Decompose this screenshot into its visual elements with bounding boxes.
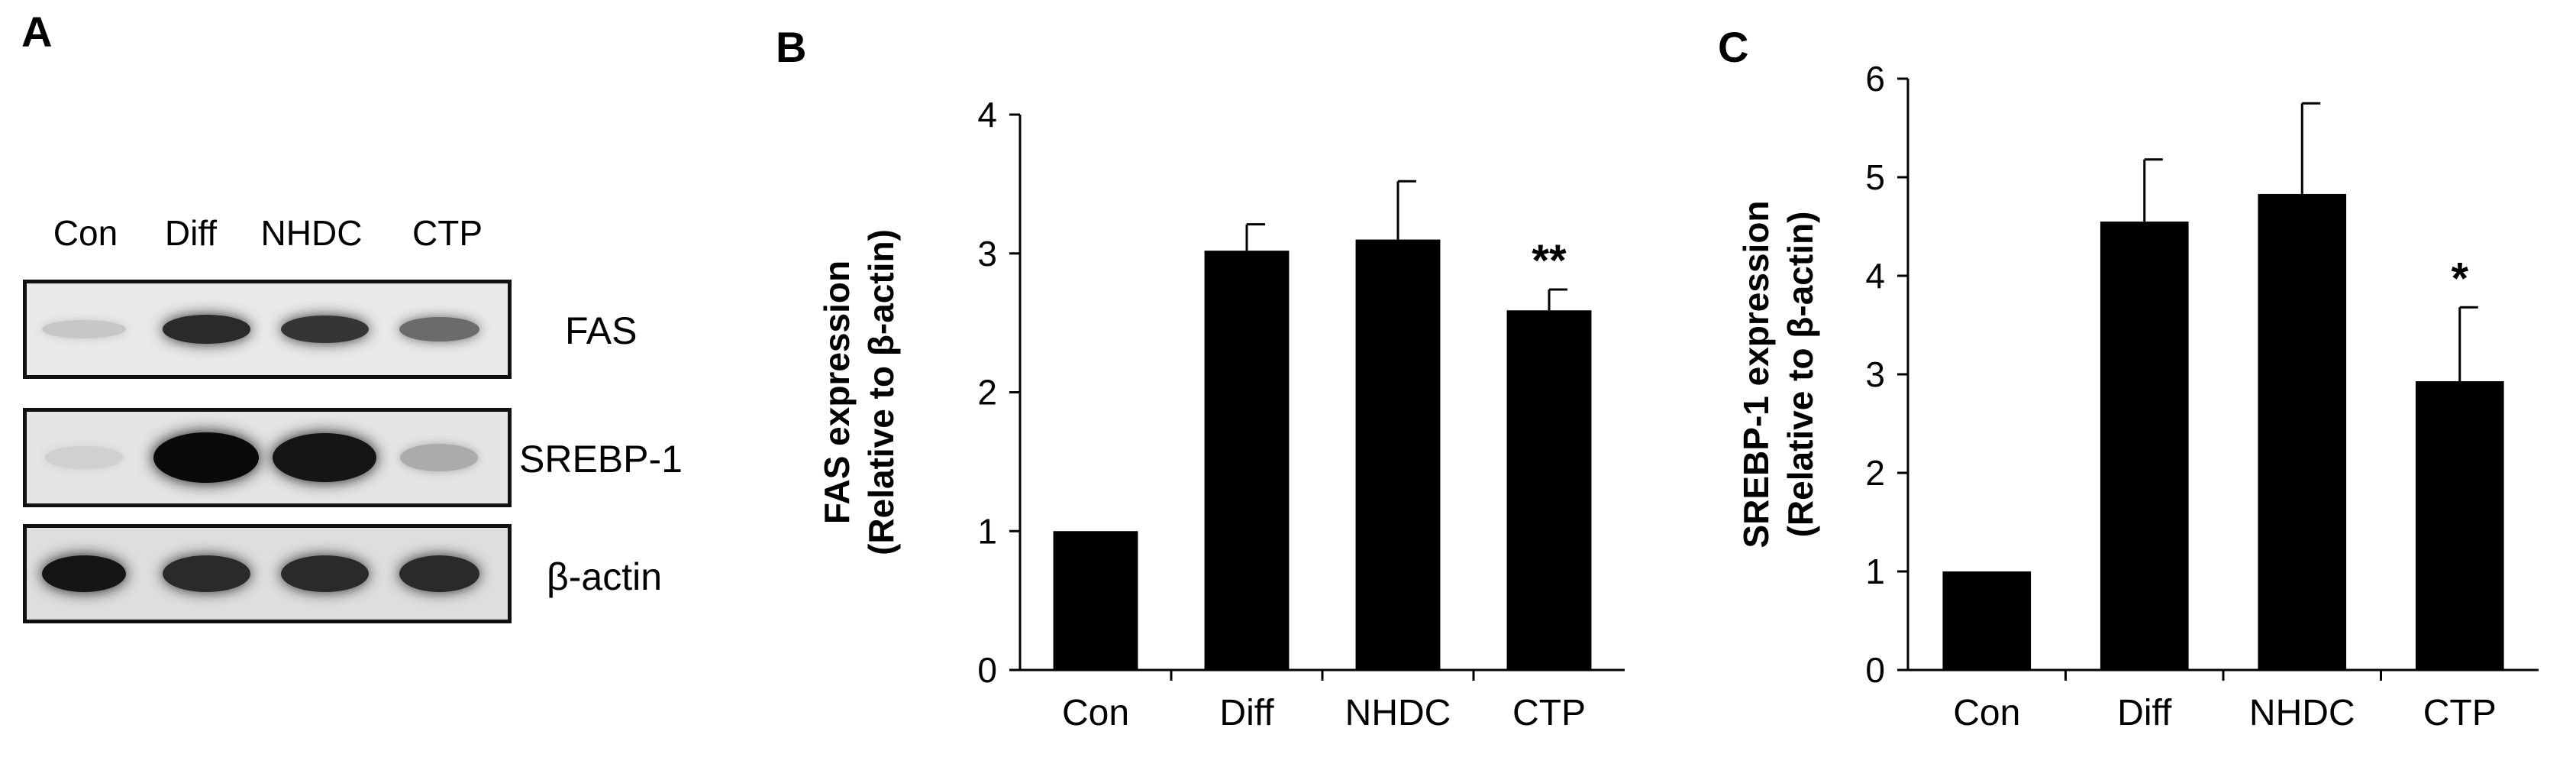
y-axis-label-line1: FAS expression	[817, 261, 857, 524]
blot-band	[280, 555, 369, 592]
blot-band	[45, 446, 123, 469]
bar-con	[1942, 571, 2032, 670]
bar-nhdc	[2258, 193, 2347, 670]
x-tick-label: Con	[1062, 693, 1129, 733]
x-tick-label: Diff	[1219, 693, 1274, 733]
y-tick-label: 5	[1865, 157, 1885, 197]
y-tick-label: 3	[977, 234, 997, 273]
bar-ctp	[1506, 310, 1592, 670]
panel-a-letter: A	[21, 8, 53, 56]
protein-label-srebp1: SREBP-1	[519, 438, 683, 481]
y-tick-label: 0	[1865, 650, 1885, 690]
lane-label-diff: Diff	[164, 213, 218, 253]
y-tick-label: 6	[1865, 59, 1885, 99]
significance-marker: **	[1532, 236, 1567, 286]
y-axis-label-line1: SREBP-1 expression	[1736, 200, 1776, 548]
blot-band	[42, 319, 126, 339]
protein-label-fas: FAS	[565, 309, 638, 352]
y-tick-label: 4	[977, 95, 997, 134]
blot-band	[272, 433, 377, 482]
y-tick-label: 2	[977, 373, 997, 413]
y-tick-label: 0	[977, 650, 997, 690]
y-tick-label: 1	[977, 511, 997, 551]
y-axis-label-line2: (Relative to β-actin)	[861, 229, 901, 555]
x-tick-label: Diff	[2117, 693, 2172, 733]
bar-nhdc	[1355, 239, 1441, 670]
blot-srebp1	[23, 408, 512, 507]
bar-diff	[2100, 222, 2189, 670]
x-tick-label: CTP	[1512, 693, 1586, 733]
lane-label-ctp: CTP	[412, 213, 483, 253]
protein-label-beta-actin: β-actin	[547, 555, 663, 598]
blot-band	[153, 432, 259, 483]
blot-band	[162, 555, 250, 592]
blot-band	[399, 555, 479, 592]
y-axis-label-line2: (Relative to β-actin)	[1780, 212, 1820, 538]
panel-b-letter: B	[776, 23, 807, 71]
panel-c-letter: C	[1718, 23, 1749, 71]
lane-label-con: Con	[53, 213, 118, 253]
bar-diff	[1204, 251, 1290, 670]
x-tick-label: NHDC	[2249, 693, 2355, 733]
blot-band	[42, 555, 126, 592]
bar-con	[1053, 531, 1138, 670]
y-tick-label: 3	[1865, 354, 1885, 394]
x-tick-label: CTP	[2423, 693, 2497, 733]
blot-beta-actin	[23, 524, 512, 623]
y-tick-label: 1	[1865, 552, 1885, 591]
bar-ctp	[2415, 381, 2504, 670]
blot-band	[162, 315, 250, 344]
blot-band	[399, 317, 479, 341]
significance-marker: *	[2451, 254, 2468, 303]
blot-band	[280, 315, 369, 344]
blot-band	[399, 444, 479, 471]
x-tick-label: Con	[1953, 693, 2020, 733]
y-tick-label: 4	[1865, 256, 1885, 296]
x-tick-label: NHDC	[1345, 693, 1451, 733]
blot-fas	[23, 280, 512, 379]
y-tick-label: 2	[1865, 453, 1885, 493]
lane-label-nhdc: NHDC	[260, 213, 363, 253]
